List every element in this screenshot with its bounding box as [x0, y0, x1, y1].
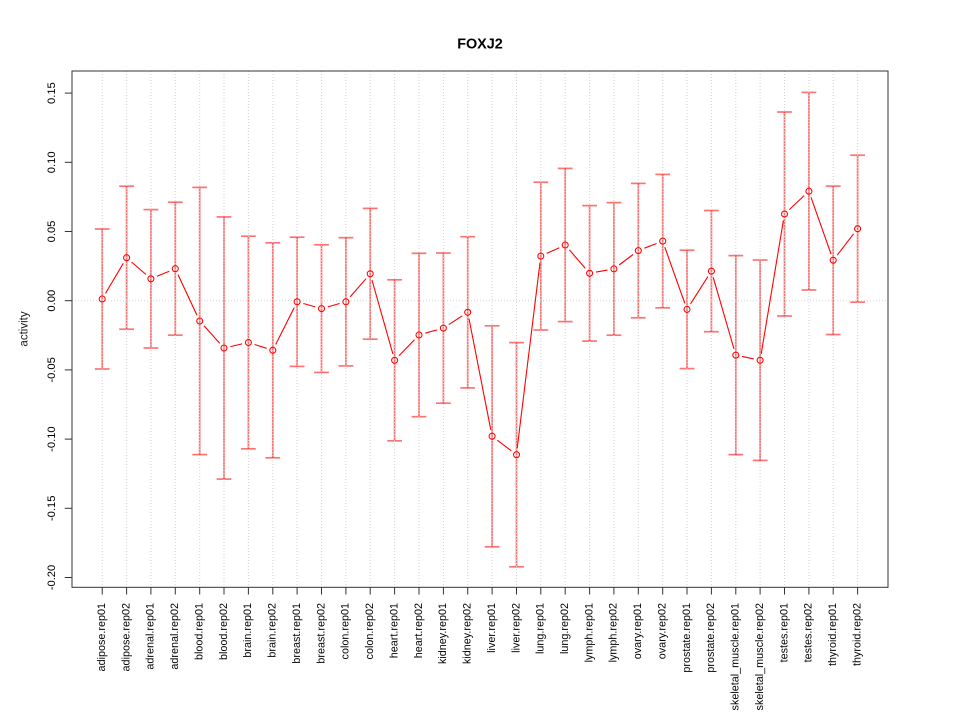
- svg-text:kidney.rep02: kidney.rep02: [462, 603, 474, 664]
- svg-text:heart.rep01: heart.rep01: [388, 603, 400, 658]
- svg-text:thyroid.rep01: thyroid.rep01: [827, 603, 839, 666]
- svg-text:blood.rep02: blood.rep02: [218, 603, 230, 660]
- svg-text:0.10: 0.10: [46, 151, 58, 173]
- svg-text:adrenal.rep02: adrenal.rep02: [169, 603, 181, 670]
- svg-text:ovary.rep02: ovary.rep02: [657, 603, 669, 659]
- svg-text:colon.rep01: colon.rep01: [340, 603, 352, 659]
- svg-text:-0.10: -0.10: [46, 426, 58, 452]
- svg-text:ovary.rep01: ovary.rep01: [632, 603, 644, 659]
- svg-text:adipose.rep02: adipose.rep02: [120, 603, 132, 671]
- svg-text:skeletal_muscle.rep01: skeletal_muscle.rep01: [730, 603, 742, 710]
- svg-text:lymph.rep01: lymph.rep01: [583, 603, 595, 662]
- svg-text:liver.rep01: liver.rep01: [486, 603, 498, 653]
- svg-text:adrenal.rep01: adrenal.rep01: [145, 603, 157, 670]
- svg-text:colon.rep02: colon.rep02: [364, 603, 376, 659]
- svg-text:breast.rep02: breast.rep02: [315, 603, 327, 664]
- svg-text:0.05: 0.05: [46, 221, 58, 243]
- svg-text:0.15: 0.15: [46, 82, 58, 104]
- svg-text:prostate.rep02: prostate.rep02: [705, 603, 717, 673]
- svg-text:FOXJ2: FOXJ2: [457, 37, 503, 53]
- svg-text:brain.rep02: brain.rep02: [267, 603, 279, 658]
- svg-text:-0.20: -0.20: [46, 565, 58, 591]
- svg-text:brain.rep01: brain.rep01: [242, 603, 254, 658]
- svg-text:kidney.rep01: kidney.rep01: [437, 603, 449, 664]
- svg-text:breast.rep01: breast.rep01: [291, 603, 303, 664]
- svg-text:liver.rep02: liver.rep02: [510, 603, 522, 653]
- svg-text:lung.rep01: lung.rep01: [535, 603, 547, 654]
- svg-text:-0.05: -0.05: [46, 357, 58, 383]
- svg-text:testes.rep02: testes.rep02: [803, 603, 815, 662]
- svg-text:adipose.rep01: adipose.rep01: [96, 603, 108, 671]
- svg-text:-0.15: -0.15: [46, 496, 58, 522]
- svg-text:lung.rep02: lung.rep02: [559, 603, 571, 654]
- svg-text:blood.rep01: blood.rep01: [194, 603, 206, 660]
- svg-text:activity: activity: [19, 311, 31, 346]
- svg-text:thyroid.rep02: thyroid.rep02: [851, 603, 863, 666]
- svg-text:lymph.rep02: lymph.rep02: [608, 603, 620, 662]
- svg-text:skeletal_muscle.rep02: skeletal_muscle.rep02: [754, 603, 766, 710]
- svg-text:0.00: 0.00: [46, 290, 58, 312]
- svg-text:testes.rep01: testes.rep01: [778, 603, 790, 662]
- svg-text:prostate.rep01: prostate.rep01: [681, 603, 693, 673]
- svg-text:heart.rep02: heart.rep02: [413, 603, 425, 658]
